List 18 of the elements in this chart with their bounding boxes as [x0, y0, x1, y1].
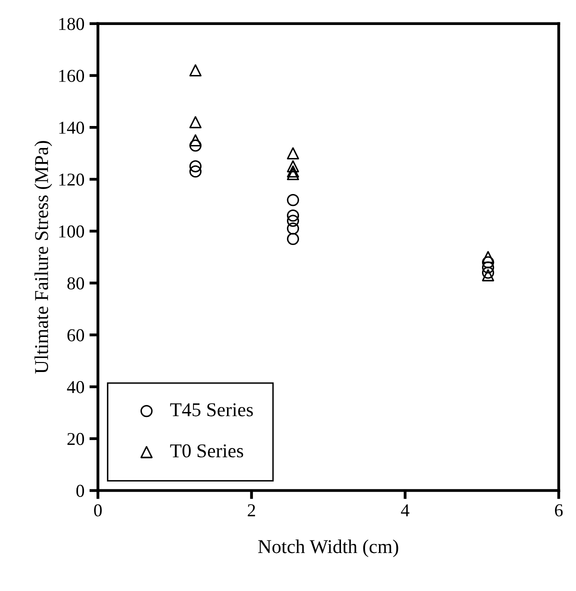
- y-tick-label: 80: [67, 277, 84, 290]
- y-tick-label: 100: [59, 225, 84, 238]
- x-tick-label: 2: [248, 504, 256, 516]
- x-tick-label: 0: [94, 504, 102, 516]
- y-tick-label: 160: [59, 70, 84, 82]
- y-tick-label: 0: [76, 484, 84, 497]
- y-tick-label: 60: [67, 329, 84, 342]
- y-tick-label: 120: [59, 174, 84, 186]
- legend-label: T45 Series: [170, 403, 253, 416]
- x-tick-label: 6: [554, 504, 563, 516]
- y-tick-label: 40: [67, 381, 84, 394]
- x-axis-title: Notch Width (cm): [258, 540, 398, 558]
- y-axis-title: Ultimate Failure Stress (MPa): [34, 141, 52, 374]
- y-tick-label: 180: [59, 18, 84, 30]
- y-tick-label: 20: [67, 432, 84, 446]
- legend-label: T0 Series: [170, 444, 244, 458]
- y-tick-label: 140: [59, 122, 84, 134]
- x-tick-label: 4: [400, 504, 410, 516]
